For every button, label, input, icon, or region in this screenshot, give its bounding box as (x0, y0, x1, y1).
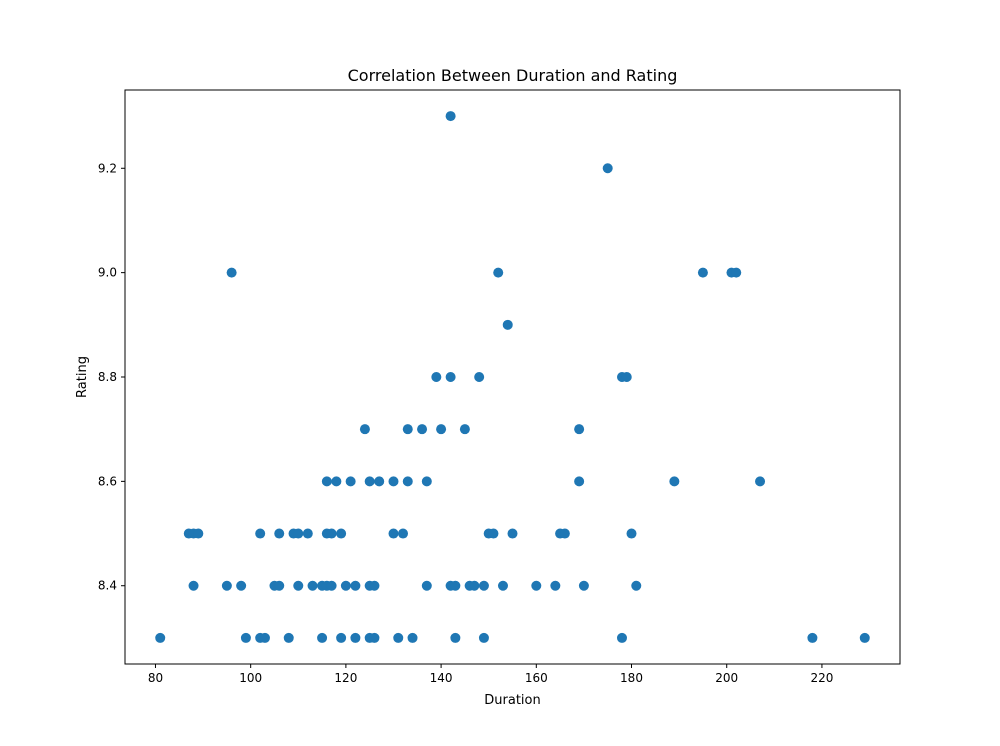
data-points (155, 111, 870, 643)
y-tick-label: 9.0 (98, 266, 117, 280)
data-point (326, 528, 337, 539)
data-point (283, 632, 294, 643)
data-point (350, 632, 361, 643)
data-point (388, 528, 399, 539)
data-point (369, 632, 380, 643)
data-point (236, 580, 247, 591)
x-tick-label: 160 (525, 671, 548, 685)
data-point (417, 424, 428, 435)
y-tick-label: 9.2 (98, 161, 117, 175)
data-point (221, 580, 232, 591)
x-tick-label: 200 (715, 671, 738, 685)
data-point (402, 424, 413, 435)
data-point (531, 580, 542, 591)
data-point (374, 476, 385, 487)
data-point (340, 580, 351, 591)
data-point (602, 163, 613, 174)
data-point (445, 111, 456, 122)
data-point (445, 372, 456, 382)
data-point (326, 580, 337, 591)
data-point (393, 632, 404, 643)
data-point (436, 424, 447, 435)
data-point (255, 528, 266, 539)
data-point (226, 267, 237, 278)
data-point (474, 372, 485, 382)
data-point (450, 632, 461, 643)
data-point (350, 580, 361, 591)
data-point (469, 580, 480, 591)
data-point (307, 580, 318, 591)
data-point (626, 528, 637, 539)
data-point (493, 267, 504, 278)
data-point (731, 267, 742, 278)
y-tick-label: 8.6 (98, 474, 117, 488)
y-tick-label: 8.8 (98, 370, 117, 384)
x-axis: 80 100 120 140 160 180 200 220 (148, 664, 833, 685)
data-point (155, 632, 166, 643)
data-point (459, 424, 470, 435)
data-point (616, 632, 627, 643)
data-point (359, 424, 370, 435)
data-point (421, 476, 432, 487)
y-axis: 8.4 8.6 8.8 9.0 9.2 (98, 161, 125, 593)
chart-title: Correlation Between Duration and Rating (348, 66, 678, 85)
x-tick-label: 120 (334, 671, 357, 685)
data-point (331, 476, 342, 487)
data-point (407, 632, 418, 643)
data-point (402, 476, 413, 487)
data-point (364, 476, 375, 487)
data-point (859, 632, 870, 643)
data-point (550, 580, 561, 591)
data-point (293, 580, 304, 591)
data-point (502, 319, 513, 330)
data-point (398, 528, 409, 539)
data-point (631, 580, 642, 591)
x-tick-label: 220 (810, 671, 833, 685)
x-tick-label: 80 (148, 671, 163, 685)
data-point (807, 632, 818, 643)
data-point (259, 632, 270, 643)
data-point (669, 476, 680, 487)
x-axis-label: Duration (484, 693, 540, 708)
data-point (369, 580, 380, 591)
data-point (317, 632, 328, 643)
data-point (293, 528, 304, 539)
data-point (336, 528, 347, 539)
plot-frame (124, 89, 901, 665)
data-point (336, 632, 347, 643)
data-point (274, 528, 285, 539)
data-point (488, 528, 499, 539)
data-point (478, 632, 489, 643)
x-tick-label: 180 (620, 671, 643, 685)
data-point (302, 528, 313, 539)
data-point (755, 476, 766, 487)
data-point (697, 267, 708, 278)
data-point (574, 424, 585, 435)
data-point (274, 580, 285, 591)
data-point (621, 372, 632, 382)
data-point (574, 476, 585, 487)
data-point (345, 476, 356, 487)
data-point (193, 528, 204, 539)
data-point (421, 580, 432, 591)
data-point (497, 580, 508, 591)
data-point (240, 632, 251, 643)
data-point (388, 476, 399, 487)
data-point (188, 580, 199, 591)
data-point (578, 580, 589, 591)
data-point (321, 476, 332, 487)
data-point (507, 528, 518, 539)
data-point (450, 580, 461, 591)
data-point (431, 372, 442, 382)
data-point (478, 580, 489, 591)
y-axis-label: Rating (75, 356, 90, 398)
x-tick-label: 140 (430, 671, 453, 685)
y-tick-label: 8.4 (98, 579, 117, 593)
x-tick-label: 100 (239, 671, 262, 685)
data-point (559, 528, 570, 539)
